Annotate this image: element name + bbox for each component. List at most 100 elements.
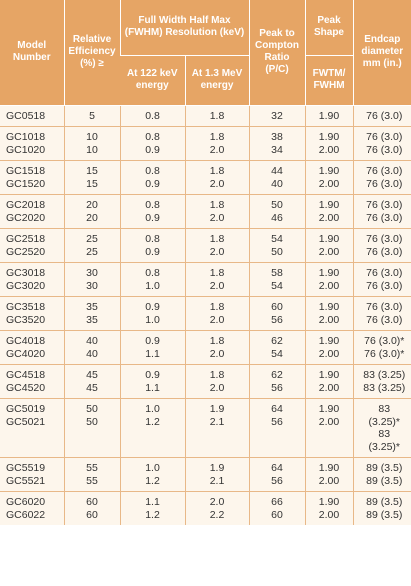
table-row: GC3518 GC3520 35 35 0.9 1.0 1.8 2.0 60 56 1.90 2.00… bbox=[0, 296, 411, 331]
cell-text: 76 (3.0) bbox=[366, 313, 403, 326]
cell-text: 1.8 bbox=[209, 199, 225, 211]
cell-text: 0.9 bbox=[145, 245, 160, 258]
cell-text: 0.9 bbox=[145, 335, 160, 347]
pc-ratio-cell: 44 40 bbox=[248, 160, 305, 195]
cell-text: 89 (3.5) bbox=[366, 474, 403, 487]
efficiency-cell: 15 15 bbox=[63, 160, 120, 195]
cell-text: 1.8 bbox=[209, 109, 225, 122]
cell-text: GC1020 bbox=[6, 143, 46, 156]
cell-text: 60 bbox=[86, 496, 98, 508]
efficiency-cell: 35 35 bbox=[63, 296, 120, 331]
pc-ratio-cell: 64 56 bbox=[248, 398, 305, 458]
cell-text: 89 (3.5) bbox=[366, 496, 403, 508]
cell-text: 1.2 bbox=[145, 415, 160, 428]
cell-text: 56 bbox=[271, 381, 283, 394]
cell-text: 76 (3.0) bbox=[366, 177, 403, 190]
cell-text: 44 bbox=[271, 165, 283, 177]
cell-text: 2.0 bbox=[209, 143, 225, 156]
cell-text: 2.00 bbox=[318, 177, 340, 190]
cell-text: 2.0 bbox=[209, 496, 225, 508]
cell-text: 20 bbox=[86, 199, 98, 211]
cell-text: 1.9 bbox=[209, 403, 225, 415]
cell-text: 64 bbox=[271, 462, 283, 474]
model-cell: GC2518 GC2520 bbox=[0, 228, 64, 263]
fwhm-13-cell: 1.9 2.1 bbox=[184, 398, 249, 458]
pc-ratio-cell: 64 56 bbox=[248, 457, 305, 492]
header-model: Model Number bbox=[0, 0, 64, 106]
cell-text: 0.8 bbox=[145, 165, 160, 177]
endcap-cell: 83 (3.25)* 83 (3.25)* bbox=[352, 398, 411, 458]
cell-text: 76 (3.0) bbox=[366, 109, 403, 122]
endcap-cell: 83 (3.25) 83 (3.25) bbox=[352, 364, 411, 399]
cell-text: 1.90 bbox=[318, 267, 340, 279]
cell-text: GC3020 bbox=[6, 279, 46, 292]
header-shape: Peak Shape bbox=[304, 0, 353, 56]
endcap-cell: 76 (3.0) 76 (3.0) bbox=[352, 262, 411, 297]
cell-text: 35 bbox=[86, 301, 98, 313]
peak-shape-cell: 1.90 2.00 bbox=[304, 228, 353, 263]
efficiency-cell: 10 10 bbox=[63, 126, 120, 161]
cell-text: 89 (3.5) bbox=[366, 462, 403, 474]
fwhm-13-cell: 1.8 2.0 bbox=[184, 126, 249, 161]
cell-text: 76 (3.0) bbox=[366, 143, 403, 156]
cell-text: 66 bbox=[271, 496, 283, 508]
model-cell: GC6020 GC6022 bbox=[0, 491, 64, 525]
cell-text: 2.00 bbox=[318, 279, 340, 292]
peak-shape-cell: 1.90 2.00 bbox=[304, 364, 353, 399]
cell-text: 50 bbox=[86, 415, 98, 428]
table-row: GC2518 GC2520 25 25 0.8 0.9 1.8 2.0 54 50 1.90 2.00… bbox=[0, 228, 411, 263]
fwhm-13-cell: 2.0 2.2 bbox=[184, 491, 249, 525]
cell-text: 1.90 bbox=[318, 199, 340, 211]
cell-text: 2.00 bbox=[318, 508, 340, 521]
pc-ratio-cell: 62 54 bbox=[248, 330, 305, 365]
pc-ratio-cell: 54 50 bbox=[248, 228, 305, 263]
table-row: GC5019 GC5021 50 50 1.0 1.2 1.9 2.1 64 56 1.90 2.00… bbox=[0, 398, 411, 458]
cell-text: 40 bbox=[86, 347, 98, 360]
model-cell: GC4018 GC4020 bbox=[0, 330, 64, 365]
cell-text: GC3520 bbox=[6, 313, 46, 326]
cell-text: 1.2 bbox=[145, 508, 160, 521]
cell-text: 25 bbox=[86, 245, 98, 258]
cell-text: 1.90 bbox=[318, 462, 340, 474]
cell-text: 1.8 bbox=[209, 301, 225, 313]
cell-text: GC5521 bbox=[6, 474, 46, 487]
cell-text: 83 (3.25)* bbox=[368, 403, 400, 428]
cell-text: GC2018 bbox=[6, 199, 46, 211]
pc-ratio-cell: 32 bbox=[248, 104, 305, 127]
cell-text: 60 bbox=[271, 301, 283, 313]
cell-text: 2.00 bbox=[318, 474, 340, 487]
fwhm-122-cell: 0.8 0.9 bbox=[119, 194, 185, 229]
cell-text: 89 (3.5) bbox=[366, 508, 403, 521]
fwhm-13-cell: 1.8 2.0 bbox=[184, 364, 249, 399]
endcap-cell: 76 (3.0) 76 (3.0) bbox=[352, 126, 411, 161]
cell-text: 32 bbox=[271, 109, 283, 122]
cell-text: 1.90 bbox=[318, 403, 340, 415]
cell-text: 35 bbox=[86, 313, 98, 326]
cell-text: GC1018 bbox=[6, 131, 46, 143]
model-cell: GC4518 GC4520 bbox=[0, 364, 64, 399]
cell-text: 62 bbox=[271, 369, 283, 381]
fwhm-122-cell: 1.0 1.2 bbox=[119, 457, 185, 492]
header-122kev: At 122 keV energy bbox=[120, 55, 185, 106]
model-cell: GC5019 GC5021 bbox=[0, 398, 64, 458]
cell-text: 2.00 bbox=[318, 245, 340, 258]
cell-text: 56 bbox=[271, 415, 283, 428]
cell-text: GC3018 bbox=[6, 267, 46, 279]
peak-shape-cell: 1.90 2.00 bbox=[304, 194, 353, 229]
cell-text: 1.8 bbox=[209, 369, 225, 381]
cell-text: 50 bbox=[86, 403, 98, 415]
cell-text: 56 bbox=[271, 474, 283, 487]
cell-text: GC1518 bbox=[6, 165, 46, 177]
cell-text: 0.8 bbox=[145, 109, 160, 122]
peak-shape-cell: 1.90 2.00 bbox=[304, 398, 353, 458]
pc-ratio-cell: 38 34 bbox=[248, 126, 305, 161]
fwhm-13-cell: 1.9 2.1 bbox=[184, 457, 249, 492]
cell-text: 1.0 bbox=[145, 403, 160, 415]
cell-text: 15 bbox=[86, 177, 98, 190]
fwhm-122-cell: 0.8 0.9 bbox=[119, 126, 185, 161]
cell-text: 83 (3.25) bbox=[363, 369, 406, 381]
endcap-cell: 89 (3.5) 89 (3.5) bbox=[352, 457, 411, 492]
fwhm-122-cell: 0.9 1.1 bbox=[119, 330, 185, 365]
cell-text: 55 bbox=[86, 474, 98, 487]
